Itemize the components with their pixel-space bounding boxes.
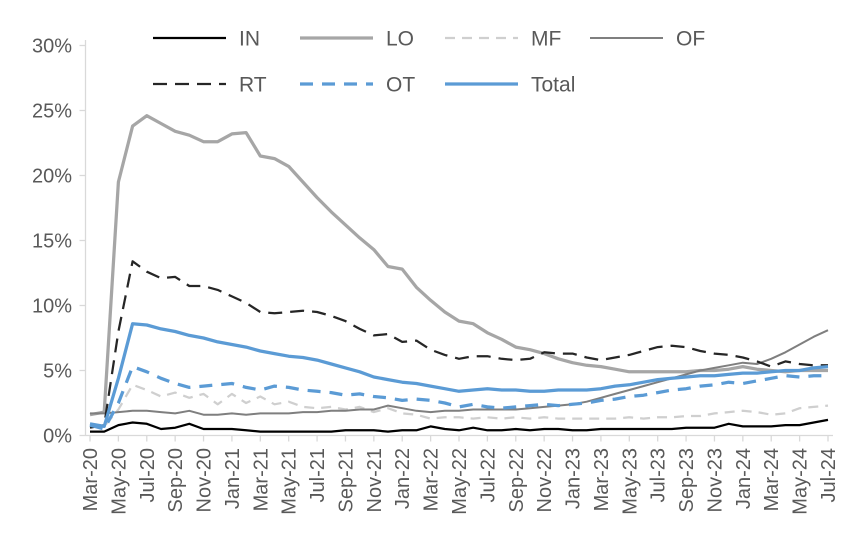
legend-label-Total: Total bbox=[531, 74, 575, 97]
legend-item-MF: MF bbox=[445, 28, 561, 51]
y-axis-tick-label: 30% bbox=[32, 36, 72, 58]
legend-label-MF: MF bbox=[531, 28, 561, 51]
legend-label-LO: LO bbox=[386, 28, 414, 51]
x-axis-tick-label: May-21 bbox=[279, 448, 301, 515]
series-line-OF bbox=[90, 329, 829, 416]
y-axis-tick-label: 0% bbox=[43, 426, 72, 448]
legend-label-RT: RT bbox=[239, 74, 267, 97]
legend-item-RT: RT bbox=[153, 74, 267, 97]
x-axis-tick-label: May-22 bbox=[449, 448, 471, 515]
x-axis-tick-label: Nov-23 bbox=[704, 448, 726, 512]
x-axis-tick-label: Jul-24 bbox=[818, 448, 840, 502]
y-axis-tick-label: 25% bbox=[32, 101, 72, 123]
series-line-MF bbox=[89, 383, 829, 428]
x-axis-tick-label: Sep-23 bbox=[676, 448, 698, 513]
legend-item-LO: LO bbox=[300, 28, 414, 51]
series-line-LO bbox=[89, 114, 828, 417]
legend-item-Total: Total bbox=[445, 74, 575, 97]
legend-item-OT: OT bbox=[300, 74, 415, 97]
x-axis-tick-label: Jul-20 bbox=[137, 448, 159, 502]
x-axis-tick-label: Mar-23 bbox=[591, 448, 613, 511]
y-axis-tick-label: 5% bbox=[43, 361, 72, 383]
x-axis-tick-label: Nov-22 bbox=[534, 448, 556, 512]
x-axis-tick-label: Jan-22 bbox=[392, 448, 414, 509]
x-axis-tick-label: Nov-21 bbox=[364, 448, 386, 512]
x-axis-tick-label: Sep-21 bbox=[335, 448, 357, 513]
x-axis-tick-label: Jul-21 bbox=[307, 448, 329, 502]
legend-label-OT: OT bbox=[386, 74, 415, 97]
legend-label-OF: OF bbox=[676, 28, 705, 51]
x-axis-tick-label: Jan-21 bbox=[222, 448, 244, 509]
series-line-OT bbox=[89, 364, 828, 431]
x-axis-tick-label: Jul-22 bbox=[477, 448, 499, 502]
x-axis-tick-label: May-20 bbox=[108, 448, 130, 515]
x-axis-tick-label: Mar-21 bbox=[250, 448, 272, 511]
series-line-RT bbox=[89, 260, 828, 429]
y-axis-tick-label: 20% bbox=[32, 166, 72, 188]
x-axis-tick-label: Sep-20 bbox=[165, 448, 187, 513]
y-axis-tick-label: 15% bbox=[32, 231, 72, 253]
x-axis-tick-label: Mar-24 bbox=[761, 448, 783, 511]
x-axis-tick-label: Jan-23 bbox=[563, 448, 585, 509]
x-axis-tick-label: Sep-22 bbox=[506, 448, 528, 513]
legend-item-IN: IN bbox=[153, 28, 260, 51]
y-axis-tick-label: 10% bbox=[32, 296, 72, 318]
x-axis-tick-label: Mar-22 bbox=[421, 448, 443, 511]
series-line-IN bbox=[90, 418, 829, 433]
legend-label-IN: IN bbox=[239, 28, 260, 51]
x-axis-tick-label: May-24 bbox=[790, 448, 812, 515]
x-axis-tick-label: Jul-23 bbox=[648, 448, 670, 502]
x-axis-tick-label: Jan-24 bbox=[733, 448, 755, 509]
series-line-Total bbox=[89, 322, 829, 429]
x-axis-tick-label: Nov-20 bbox=[194, 448, 216, 512]
x-axis-tick-label: Mar-20 bbox=[80, 448, 102, 511]
x-axis-tick-label: May-23 bbox=[619, 448, 641, 515]
legend-item-OF: OF bbox=[590, 28, 705, 51]
